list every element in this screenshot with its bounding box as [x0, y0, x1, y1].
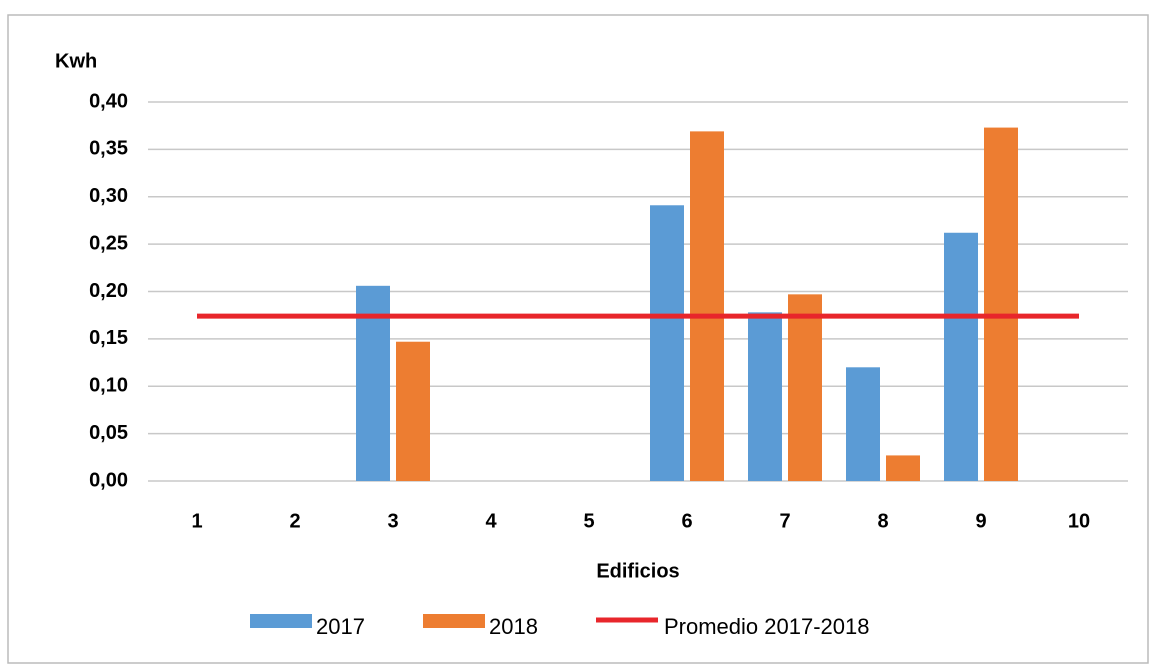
y-tick-label: 0,00: [89, 469, 128, 491]
y-tick-label: 0,35: [89, 138, 128, 160]
y-tick-label: 0,15: [89, 327, 128, 349]
x-tick-label: 10: [1068, 510, 1090, 532]
bar: [984, 127, 1018, 482]
x-tick-label: 3: [387, 510, 398, 532]
x-tick-label: 6: [681, 510, 692, 532]
bar: [788, 294, 822, 481]
legend-swatch: [250, 614, 312, 628]
x-tick-label: 9: [975, 510, 986, 532]
y-tick-label: 0,40: [89, 90, 128, 112]
legend-label: Promedio 2017-2018: [664, 614, 869, 639]
bar: [650, 205, 684, 481]
x-tick-label: 7: [779, 510, 790, 532]
x-tick-label: 8: [877, 510, 888, 532]
y-tick-label: 0,10: [89, 375, 128, 397]
y-tick-label: 0,25: [89, 232, 128, 254]
bar: [396, 341, 430, 481]
y-tick-label: 0,05: [89, 422, 128, 444]
legend-label: 2017: [316, 614, 365, 639]
x-tick-label: 1: [191, 510, 202, 532]
y-tick-label: 0,30: [89, 185, 128, 207]
legend-label: 2018: [489, 614, 538, 639]
bar: [690, 131, 724, 481]
x-tick-label: 5: [583, 510, 594, 532]
x-tick-label: 4: [485, 510, 497, 532]
x-tick-label: 2: [289, 510, 300, 532]
bar: [748, 312, 782, 481]
legend-swatch: [423, 614, 485, 628]
x-axis-label: Edificios: [596, 560, 679, 582]
y-tick-label: 0,20: [89, 280, 128, 302]
bar: [944, 232, 978, 481]
bar: [886, 455, 920, 481]
bar: [846, 367, 880, 481]
y-axis-label: Kwh: [55, 50, 97, 72]
